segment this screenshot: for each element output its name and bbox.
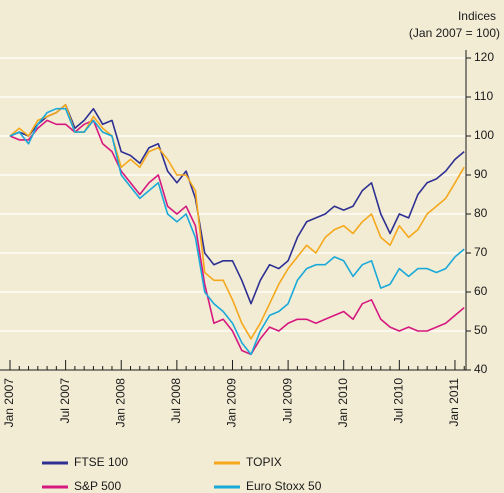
y-tick-label: 110	[474, 89, 493, 103]
y-tick-label: 90	[474, 167, 488, 181]
y-tick-label: 80	[474, 206, 488, 220]
y-axis-label: Indices	[458, 9, 496, 23]
legend-label: TOPIX	[246, 455, 282, 469]
x-tick-label: Jul 2009	[280, 378, 294, 424]
y-axis-label: (Jan 2007 = 100)	[409, 26, 500, 40]
x-tick-label: Jan 2010	[336, 378, 350, 428]
legend-label: S&P 500	[74, 479, 121, 493]
y-tick-label: 70	[474, 245, 488, 259]
series-line	[9, 119, 465, 356]
y-tick-label: 100	[474, 128, 494, 142]
y-tick-label: 120	[474, 50, 494, 64]
legend-label: FTSE 100	[74, 455, 128, 469]
x-tick-label: Jan 2011	[447, 378, 461, 427]
y-tick-label: 40	[474, 362, 488, 376]
x-tick-label: Jul 2010	[392, 378, 406, 424]
y-tick-label: 60	[474, 284, 488, 298]
x-tick-label: Jan 2008	[113, 378, 127, 428]
y-tick-label: 50	[474, 323, 488, 337]
series-line	[9, 107, 465, 356]
x-tick-label: Jan 2007	[2, 378, 16, 428]
legend-label: Euro Stoxx 50	[246, 479, 322, 493]
x-tick-label: Jul 2008	[169, 378, 183, 424]
x-tick-label: Jul 2007	[58, 378, 72, 424]
series-line	[9, 104, 465, 305]
x-tick-label: Jan 2009	[225, 378, 239, 428]
